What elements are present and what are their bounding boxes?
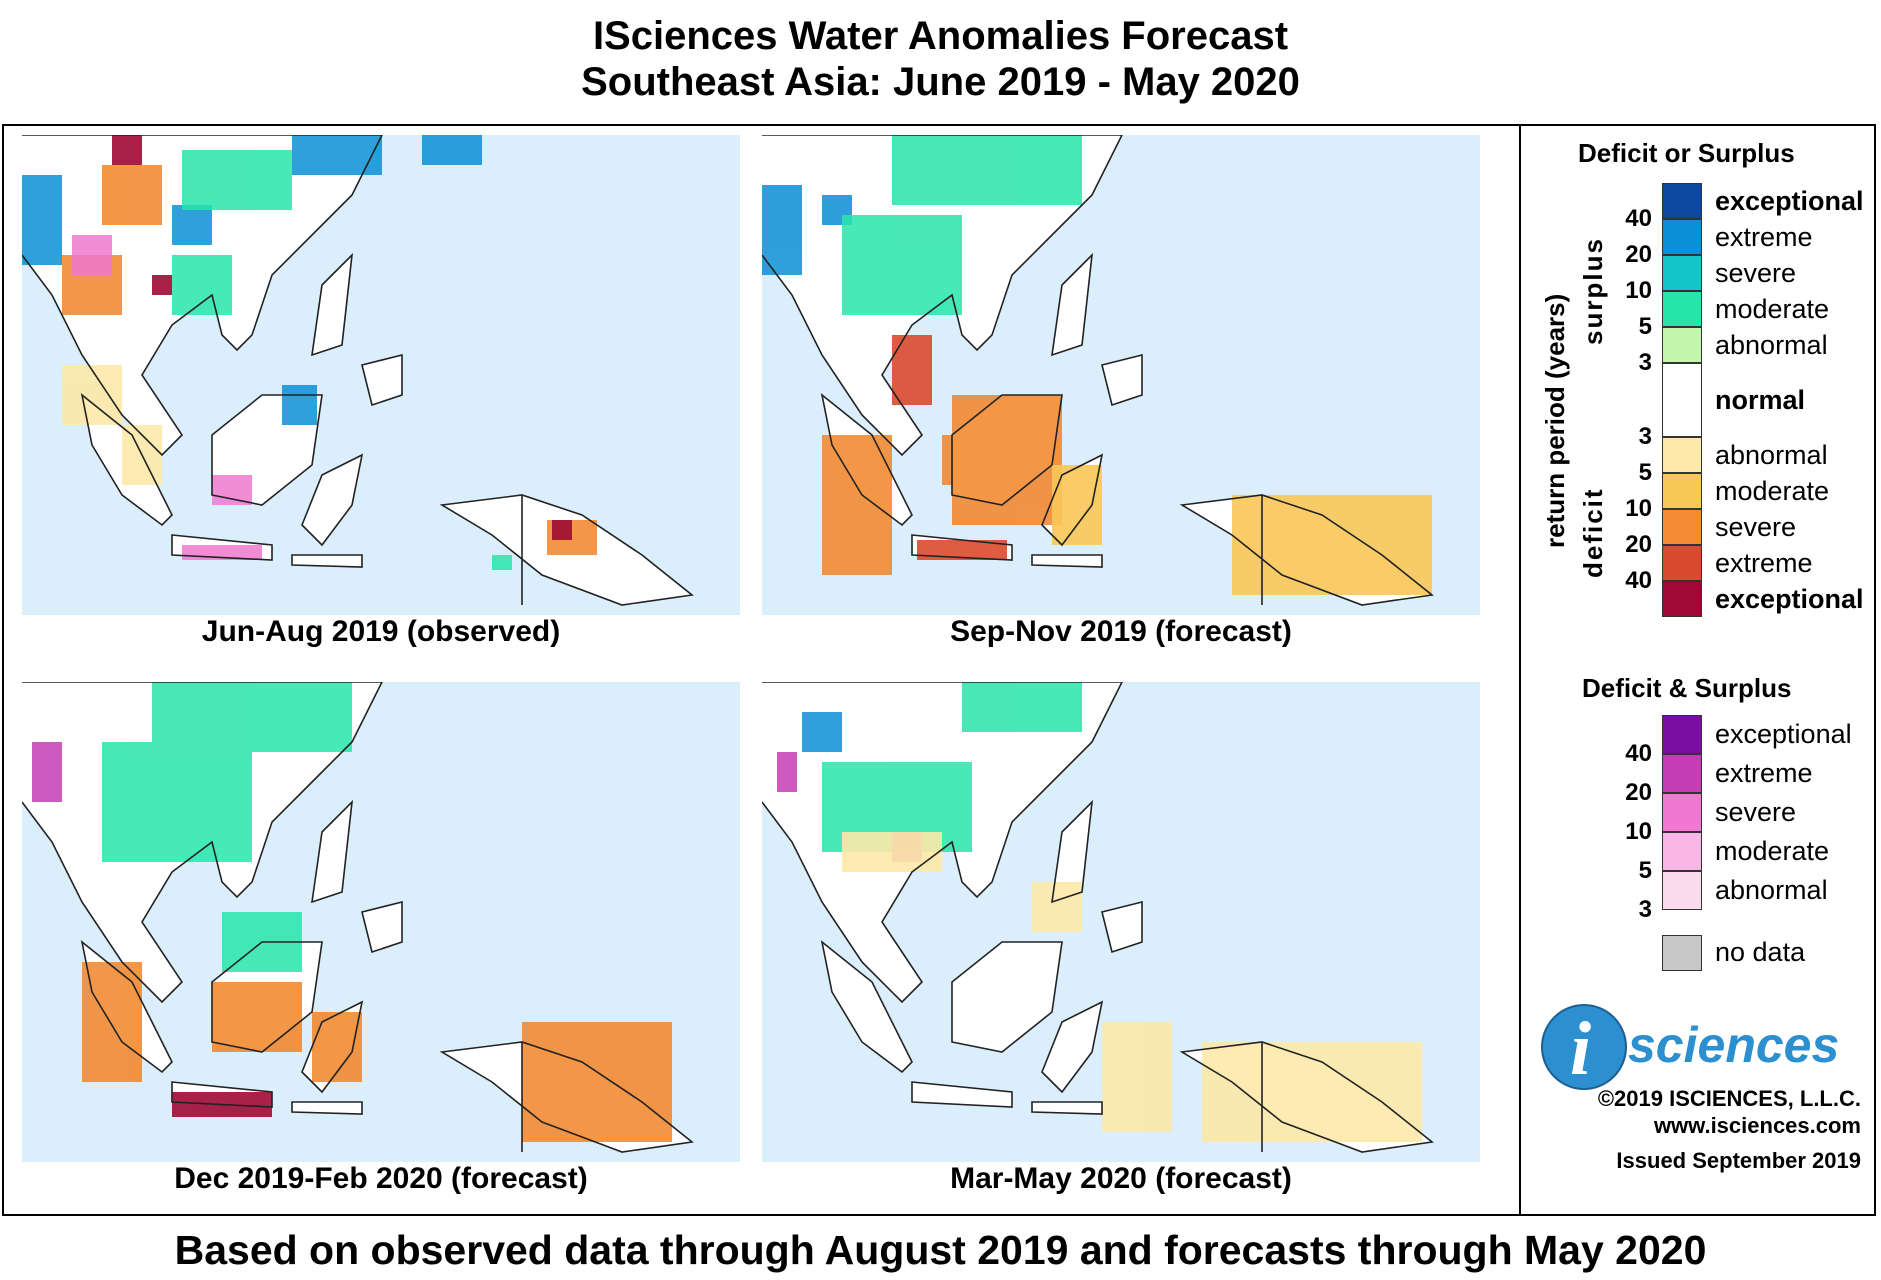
figure-frame [2,124,1876,1216]
panel-caption-4: Mar-May 2020 (forecast) [950,1162,1292,1195]
legend-title-deficit-and-surplus: Deficit & Surplus [1582,673,1792,703]
legend-swatch-deficit-2 [1662,509,1702,545]
title-line-2: Southeast Asia: June 2019 - May 2020 [581,60,1300,104]
legend-surplus-label: surplus [1578,237,1608,345]
footer-note: Based on observed data through August 20… [174,1227,1707,1273]
map-dec-feb-2020 [22,682,693,1153]
issued-text: Issued September 2019 [1616,1148,1861,1173]
legend-swatch-both-1 [1662,754,1702,793]
legend-label-both-1: extreme [1715,758,1813,788]
legend-tick-deficit-0: 3 [1638,423,1652,450]
legend-swatch-both-2 [1662,793,1702,832]
legend-label-deficit-2: severe [1715,512,1797,542]
legend-swatch-surplus-1 [1662,219,1702,255]
legend-tick-deficit-3: 20 [1625,531,1652,558]
map-sep-nov-2019 [762,135,1433,606]
legend-label-both-3: moderate [1715,836,1830,866]
isciences-logo: i sciences [1540,1002,1860,1092]
legend-label-normal: normal [1715,385,1806,415]
legend-label-deficit-1: moderate [1715,476,1830,506]
legend-tick-both-3: 5 [1638,857,1652,884]
map-mar-may-2020 [762,682,1433,1153]
website-text: www.isciences.com [1653,1113,1861,1138]
legend-tick-surplus-3: 5 [1638,313,1652,340]
legend-tick-surplus-2: 10 [1625,277,1652,304]
map-panel-sep-nov-2019 [762,135,1480,615]
legend-swatch-surplus-3 [1662,291,1702,327]
legend-swatch-both-3 [1662,832,1702,871]
legend-divider [1519,124,1521,1216]
panel-caption-2: Sep-Nov 2019 (forecast) [950,615,1292,648]
map-panel-jun-aug-2019 [22,135,740,615]
legend-swatch-deficit-3 [1662,545,1702,581]
legend-label-no-data: no data [1715,937,1806,967]
map-panel-dec-feb-2020 [22,682,740,1162]
legend-tick-deficit-2: 10 [1625,495,1652,522]
legend-deficit-label: deficit [1578,487,1608,578]
legend-label-both-0: exceptional [1715,719,1852,749]
legend-tick-surplus-1: 20 [1625,241,1652,268]
legend-label-both-2: severe [1715,797,1797,827]
copyright-text: ©2019 ISCIENCES, L.L.C. [1597,1086,1861,1111]
legend-swatch-both-0 [1662,715,1702,754]
legend-label-surplus-4: abnormal [1715,330,1828,360]
map-panel-mar-may-2020 [762,682,1480,1162]
legend-label-both-4: abnormal [1715,875,1828,905]
legend-swatch-surplus-2 [1662,255,1702,291]
legend-swatch-normal [1662,363,1702,437]
legend-label-surplus-3: moderate [1715,294,1830,324]
legend-tick-both-0: 40 [1625,740,1652,767]
legend-label-surplus-2: severe [1715,258,1797,288]
logo-letter: i [1570,1007,1591,1091]
legend-label-surplus-1: extreme [1715,222,1813,252]
legend-tick-surplus-4: 3 [1638,349,1652,376]
legend-tick-deficit-4: 40 [1625,567,1652,594]
legend-swatch-deficit-1 [1662,473,1702,509]
legend-tick-both-2: 10 [1625,818,1652,845]
legend-tick-both-4: 3 [1638,896,1652,923]
logo-word: sciences [1628,1017,1839,1073]
legend-label-surplus-0: exceptional [1715,186,1864,216]
legend-tick-deficit-1: 5 [1638,459,1652,486]
map-jun-aug-2019 [22,135,693,606]
title-line-1: ISciences Water Anomalies Forecast [592,14,1289,58]
legend-swatch-surplus-4 [1662,327,1702,363]
legend-swatch-both-4 [1662,871,1702,910]
legend-swatch-no-data [1662,935,1702,971]
legend-tick-surplus-0: 40 [1625,205,1652,232]
legend-swatch-surplus-0 [1662,183,1702,219]
panel-caption-1: Jun-Aug 2019 (observed) [201,615,561,648]
panel-caption-3: Dec 2019-Feb 2020 (forecast) [174,1162,588,1195]
legend-swatch-deficit-0 [1662,437,1702,473]
legend-axis-label: return period (years) [1540,293,1570,548]
legend-swatch-deficit-4 [1662,581,1702,617]
legend-label-deficit-4: exceptional [1715,584,1864,614]
legend-label-deficit-3: extreme [1715,548,1813,578]
legend-title-deficit-or-surplus: Deficit or Surplus [1578,138,1795,168]
legend-tick-both-1: 20 [1625,779,1652,806]
legend-label-deficit-0: abnormal [1715,440,1828,470]
